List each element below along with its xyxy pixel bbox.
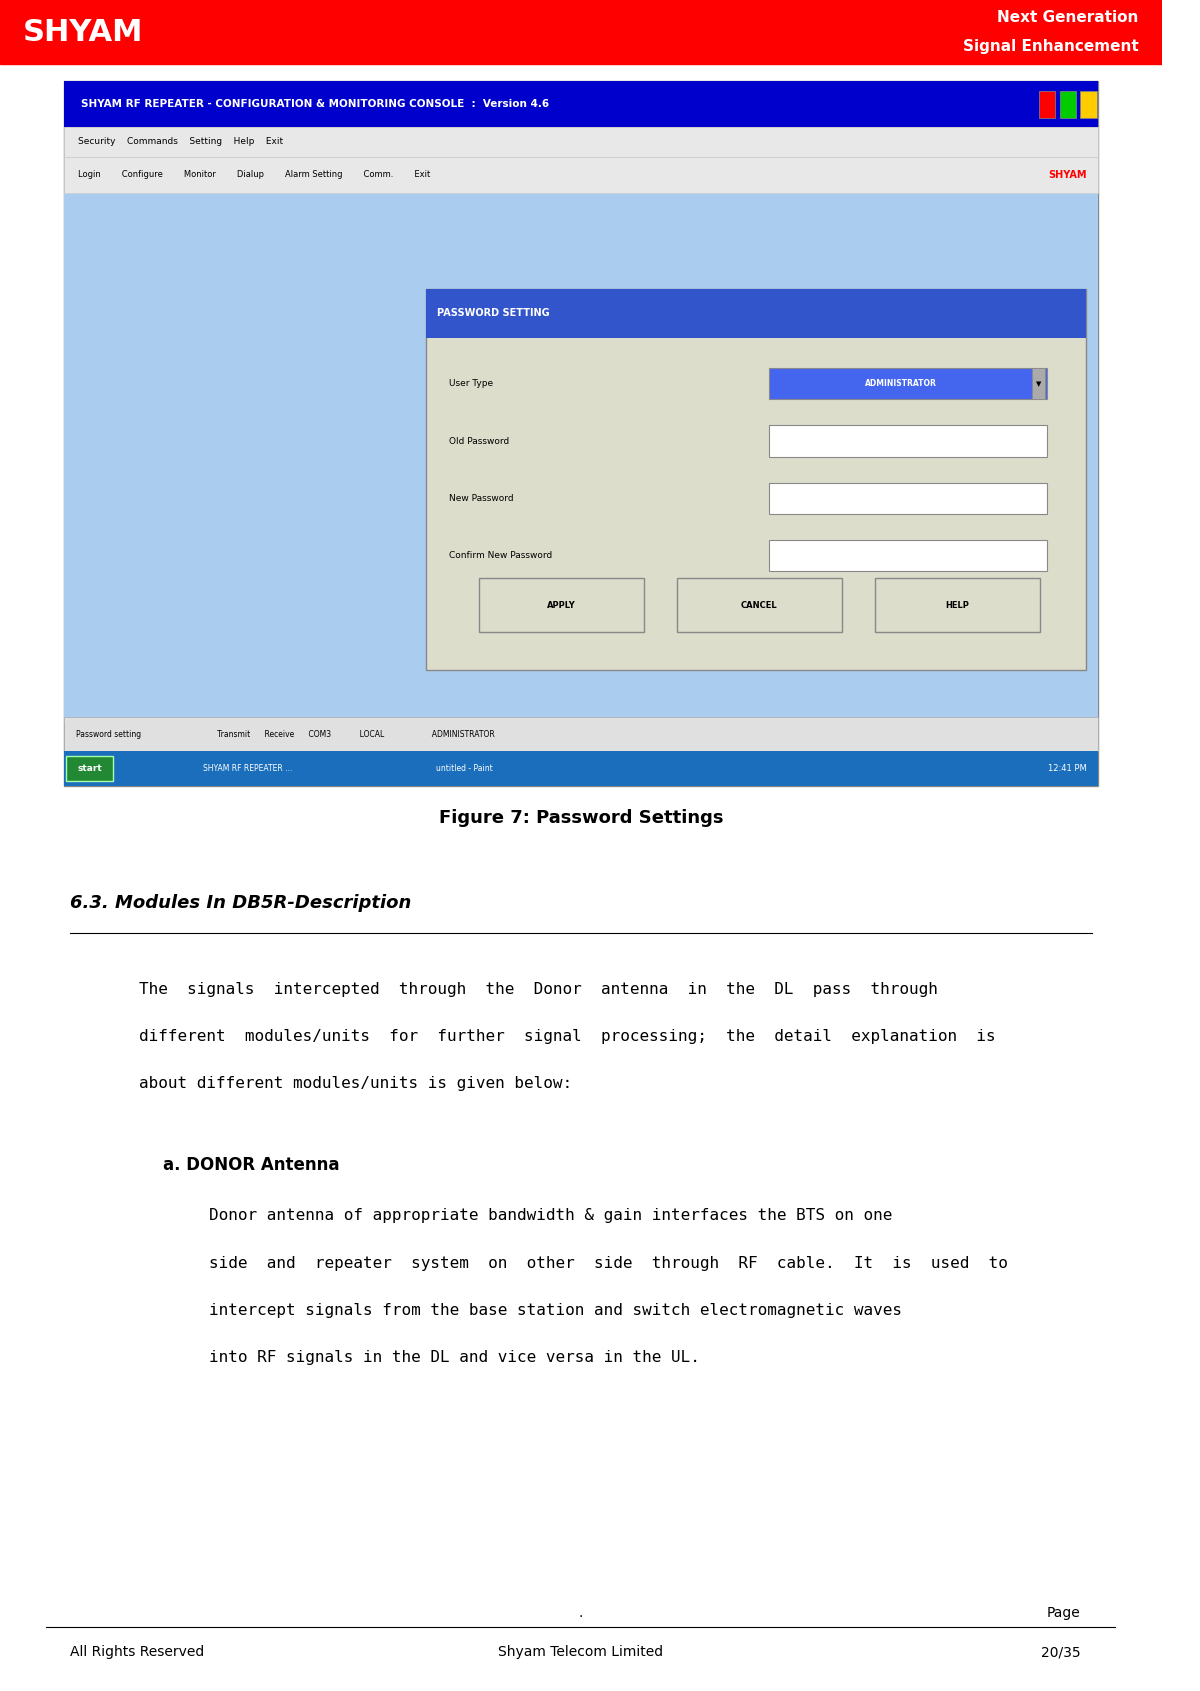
Text: untitled - Paint: untitled - Paint	[436, 764, 492, 773]
Text: side  and  repeater  system  on  other  side  through  RF  cable.  It  is  used : side and repeater system on other side t…	[209, 1256, 1008, 1270]
Text: New Password: New Password	[449, 494, 514, 502]
Text: Page: Page	[1046, 1606, 1080, 1620]
Text: Confirm New Password: Confirm New Password	[449, 551, 552, 560]
Text: Next Generation: Next Generation	[997, 10, 1139, 25]
Text: intercept signals from the base station and switch electromagnetic waves: intercept signals from the base station …	[209, 1304, 902, 1317]
Text: a. DONOR Antenna: a. DONOR Antenna	[163, 1157, 340, 1174]
Text: CANCEL: CANCEL	[742, 600, 778, 609]
Text: Login        Configure        Monitor        Dialup        Alarm Setting        : Login Configure Monitor Dialup Alarm Set…	[78, 171, 430, 179]
Bar	[769, 369, 1046, 399]
Text: SHYAM RF REPEATER ...: SHYAM RF REPEATER ...	[203, 764, 293, 773]
Text: into RF signals in the DL and vice versa in the UL.: into RF signals in the DL and vice versa…	[209, 1351, 700, 1365]
Text: APPLY: APPLY	[547, 600, 576, 609]
Bar	[875, 578, 1040, 632]
Bar	[426, 289, 1086, 338]
Bar	[64, 717, 1098, 751]
Text: 6.3. Modules In DB5R-Description: 6.3. Modules In DB5R-Description	[70, 895, 412, 911]
Bar	[1032, 369, 1045, 399]
Bar	[769, 482, 1046, 514]
Text: Signal Enhancement: Signal Enhancement	[962, 39, 1139, 54]
Text: ADMINISTRATOR: ADMINISTRATOR	[865, 379, 937, 389]
Bar	[769, 539, 1046, 572]
Text: User Type: User Type	[449, 379, 493, 389]
Text: The  signals  intercepted  through  the  Donor  antenna  in  the  DL  pass  thro: The signals intercepted through the Dono…	[139, 982, 938, 996]
Text: different  modules/units  for  further  signal  processing;  the  detail  explan: different modules/units for further sign…	[139, 1030, 996, 1043]
Bar	[426, 289, 1086, 670]
Text: ▼: ▼	[1036, 380, 1042, 387]
Text: Security    Commands    Setting    Help    Exit: Security Commands Setting Help Exit	[78, 137, 283, 147]
Text: Figure 7: Password Settings: Figure 7: Password Settings	[439, 810, 724, 827]
Bar	[64, 751, 1098, 786]
Bar	[64, 193, 1098, 722]
Text: HELP: HELP	[946, 600, 970, 609]
Text: All Rights Reserved: All Rights Reserved	[70, 1645, 204, 1659]
Text: SHYAM: SHYAM	[1048, 171, 1086, 179]
Text: Old Password: Old Password	[449, 436, 509, 445]
Text: 12:41 PM: 12:41 PM	[1048, 764, 1086, 773]
Text: PASSWORD SETTING: PASSWORD SETTING	[438, 308, 550, 318]
Bar	[64, 81, 1098, 127]
Text: Shyam Telecom Limited: Shyam Telecom Limited	[498, 1645, 664, 1659]
Bar	[64, 157, 1098, 193]
Text: SHYAM RF REPEATER - CONFIGURATION & MONITORING CONSOLE  :  Version 4.6: SHYAM RF REPEATER - CONFIGURATION & MONI…	[82, 100, 550, 110]
Bar	[64, 81, 1098, 786]
Bar	[64, 127, 1098, 157]
Text: Password setting                                Transmit      Receive      COM3 : Password setting Transmit Receive COM3	[76, 729, 494, 739]
Bar	[479, 578, 643, 632]
Bar	[677, 578, 842, 632]
Text: .: .	[578, 1606, 583, 1620]
Bar	[1080, 91, 1097, 118]
Text: SHYAM: SHYAM	[23, 17, 144, 47]
Text: Donor antenna of appropriate bandwidth & gain interfaces the BTS on one: Donor antenna of appropriate bandwidth &…	[209, 1209, 893, 1223]
Text: start: start	[77, 764, 102, 773]
Bar	[66, 756, 113, 781]
Bar	[0, 0, 1162, 64]
Text: 20/35: 20/35	[1040, 1645, 1080, 1659]
Bar	[1060, 91, 1076, 118]
Bar	[1039, 91, 1055, 118]
Text: about different modules/units is given below:: about different modules/units is given b…	[139, 1077, 572, 1091]
Bar	[769, 424, 1046, 457]
